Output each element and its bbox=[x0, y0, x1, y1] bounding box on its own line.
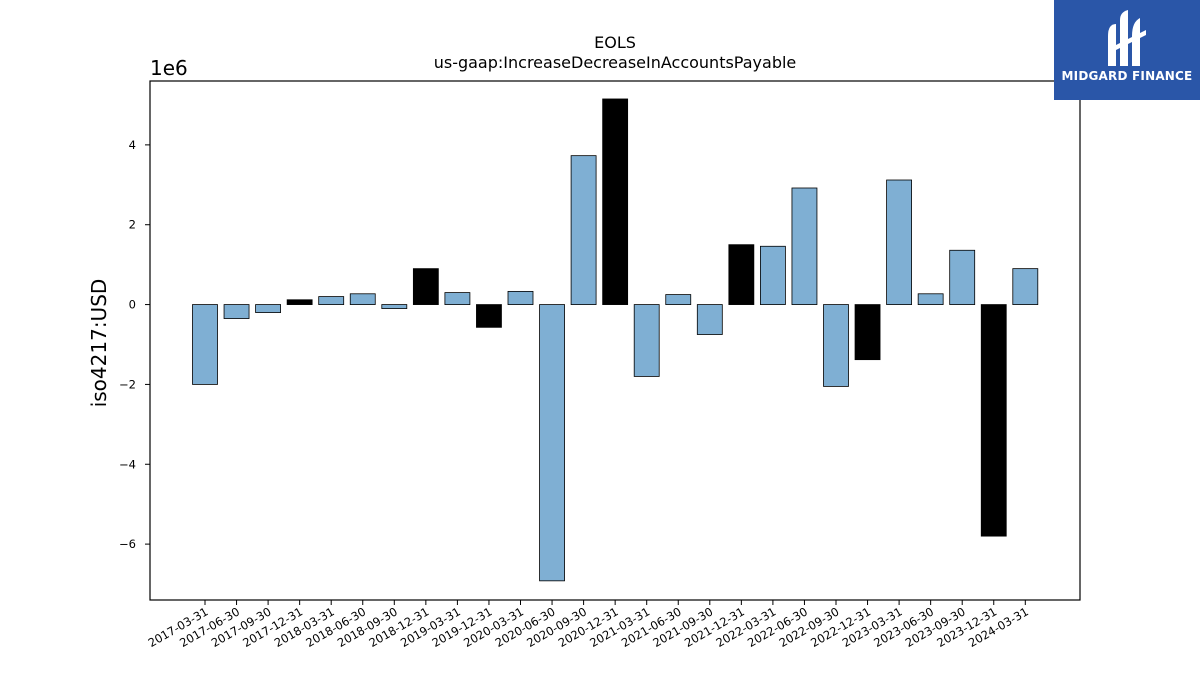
midgard-finance-logo: MIDGARD FINANCE bbox=[1054, 0, 1200, 100]
plot-frame bbox=[149, 80, 1081, 601]
bar-2023-12-31 bbox=[980, 304, 1007, 537]
bar-2022-12-31 bbox=[854, 304, 881, 361]
y-tick-label: −6 bbox=[119, 537, 136, 551]
bar-2021-06-30 bbox=[665, 294, 692, 305]
bar-2017-09-30 bbox=[255, 304, 282, 313]
bars-group bbox=[192, 98, 1039, 582]
bar-2022-06-30 bbox=[791, 187, 818, 305]
bar-2020-06-30 bbox=[539, 304, 565, 582]
chart-title: EOLS bbox=[594, 33, 636, 52]
bar-2023-06-30 bbox=[917, 293, 944, 305]
bar-2024-03-31 bbox=[1012, 268, 1039, 305]
bar-2019-03-31 bbox=[444, 292, 471, 305]
bar-2018-03-31 bbox=[318, 296, 345, 305]
logo-text: MIDGARD FINANCE bbox=[1061, 69, 1193, 83]
y-tick-label: −2 bbox=[119, 377, 136, 391]
bar-2017-12-31 bbox=[286, 299, 313, 305]
y-axis-ticks: −6 −4 −2 0 2 4 bbox=[119, 138, 150, 551]
bar-2018-12-31 bbox=[412, 268, 439, 305]
y-tick-label: 0 bbox=[129, 298, 136, 312]
bar-2023-03-31 bbox=[886, 179, 912, 305]
bar-2017-06-30 bbox=[223, 304, 250, 319]
bar-2021-09-30 bbox=[696, 304, 723, 335]
bar-2020-03-31 bbox=[507, 290, 534, 305]
bar-2018-09-30 bbox=[381, 304, 408, 309]
y-axis-label: iso4217:USD bbox=[87, 278, 111, 408]
x-axis-ticks: 2017-03-312017-06-302017-09-302017-12-31… bbox=[146, 600, 1031, 650]
y-tick-label: −4 bbox=[119, 457, 136, 471]
bar-2020-12-31 bbox=[602, 98, 629, 305]
bar-2020-09-30 bbox=[570, 155, 597, 305]
bar-2022-03-31 bbox=[760, 245, 786, 305]
chart-subtitle: us-gaap:IncreaseDecreaseInAccountsPayabl… bbox=[433, 53, 797, 72]
y-tick-label: 4 bbox=[129, 138, 136, 152]
y-axis-exponent: 1e6 bbox=[150, 56, 188, 80]
bar-2023-09-30 bbox=[949, 249, 976, 305]
bar-2017-03-31 bbox=[192, 304, 218, 385]
bar-2019-12-31 bbox=[476, 304, 502, 328]
bar-2022-09-30 bbox=[823, 304, 849, 387]
y-tick-label: 2 bbox=[129, 218, 136, 232]
bar-2018-06-30 bbox=[349, 293, 376, 305]
bar-2021-03-31 bbox=[633, 304, 660, 377]
bar-2021-12-31 bbox=[728, 244, 755, 305]
midgard-logo-icon bbox=[1108, 10, 1146, 66]
